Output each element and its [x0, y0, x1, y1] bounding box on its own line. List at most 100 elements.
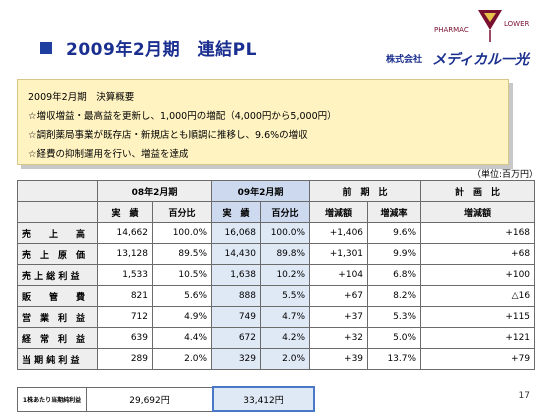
cell-plan-diff: +168 [420, 222, 536, 244]
table-corner [17, 180, 98, 202]
cell-yoy-diff: +104 [309, 264, 369, 286]
table-sub-header-row: 実 績 百分比 実 績 百分比 増減額 増減率 増減額 [17, 201, 536, 223]
cell-fy09-value: 672 [211, 327, 262, 349]
row-label: 売 上 原 価 [17, 243, 98, 265]
cell-fy09-pct: 100.0% [260, 222, 311, 244]
subheader: 百分比 [260, 201, 311, 223]
subheader: 実 績 [97, 201, 153, 223]
cell-fy09-pct: 89.8% [260, 243, 311, 265]
cell-yoy-diff: +67 [309, 285, 369, 307]
cell-yoy-rate: 9.6% [367, 222, 422, 244]
row-label: 当 期 純 利 益 [17, 348, 98, 370]
table-row: 売 上 原 価 13,128 89.5% 14,430 89.8% +1,301… [17, 243, 536, 265]
cell-yoy-diff: +1,301 [309, 243, 369, 265]
cell-fy08-pct: 10.5% [151, 264, 213, 286]
table-group-header-row: 08年2月期 09年2月期 前 期 比 計 画 比 [17, 180, 536, 202]
cell-fy08-pct: 2.0% [151, 348, 213, 370]
page-number: 17 [518, 391, 530, 401]
cell-fy09-pct: 4.7% [260, 306, 311, 328]
cell-fy08-value: 712 [97, 306, 153, 328]
cell-fy09-value: 749 [211, 306, 262, 328]
logo-brand-right: LOWER [504, 20, 530, 28]
eps-label: 1株あたり当期純利益 [17, 386, 87, 412]
subheader: 実 績 [211, 201, 262, 223]
cell-fy09-pct: 10.2% [260, 264, 311, 286]
subheader: 増減率 [367, 201, 422, 223]
unit-label: （単位:百万円） [471, 170, 538, 180]
cell-yoy-diff: +39 [309, 348, 369, 370]
title-bullet-icon [40, 41, 52, 54]
cell-yoy-rate: 13.7% [367, 348, 422, 370]
summary-point: ☆経費の抑制運用を行い、増益を達成 [28, 149, 189, 160]
cell-fy09-value: 329 [211, 348, 262, 370]
subheader: 増減額 [420, 201, 536, 223]
cell-fy08-pct: 4.9% [151, 306, 213, 328]
flower-logo-icon [478, 10, 502, 42]
summary-point: ☆調剤薬局事業が既存店・新規店とも順調に推移し、9.6%の増収 [28, 130, 308, 141]
header-plan: 計 画 比 [420, 180, 536, 202]
cell-yoy-rate: 9.9% [367, 243, 422, 265]
cell-yoy-rate: 5.3% [367, 306, 422, 328]
cell-fy08-value: 821 [97, 285, 153, 307]
table-row: 売 上 高 14,662 100.0% 16,068 100.0% +1,406… [17, 222, 536, 244]
cell-fy08-value: 13,128 [97, 243, 153, 265]
row-label: 売 上 高 [17, 222, 98, 244]
page-header: 2009年2月期 連結PL [40, 35, 257, 60]
row-label: 経 常 利 益 [17, 327, 98, 349]
table-row: 販 管 費 821 5.6% 888 5.5% +67 8.2% △16 [17, 285, 536, 307]
eps-fy09-value: 33,412円 [212, 386, 315, 412]
cell-plan-diff: △16 [420, 285, 536, 307]
cell-plan-diff: +79 [420, 348, 536, 370]
cell-plan-diff: +68 [420, 243, 536, 265]
cell-fy09-value: 16,068 [211, 222, 262, 244]
cell-fy08-value: 639 [97, 327, 153, 349]
logo-company-name: メディカル一光 [432, 52, 530, 68]
eps-fy08-value: 29,692円 [86, 386, 214, 412]
cell-fy09-value: 1,638 [211, 264, 262, 286]
summary-box: 2009年2月期 決算概要 ☆増収増益・最高益を更新し、1,000円の増配（4,… [17, 79, 509, 165]
cell-fy09-pct: 4.2% [260, 327, 311, 349]
pl-table: 08年2月期 09年2月期 前 期 比 計 画 比 実 績 百分比 実 績 百分… [17, 180, 536, 370]
cell-fy09-pct: 2.0% [260, 348, 311, 370]
cell-yoy-rate: 6.8% [367, 264, 422, 286]
cell-yoy-diff: +32 [309, 327, 369, 349]
cell-fy08-pct: 100.0% [151, 222, 213, 244]
header-yoy: 前 期 比 [309, 180, 422, 202]
row-label: 営 業 利 益 [17, 306, 98, 328]
table-row: 経 常 利 益 639 4.4% 672 4.2% +32 5.0% +121 [17, 327, 536, 349]
eps-row: 1株あたり当期純利益 29,692円 33,412円 [17, 386, 315, 412]
subheader: 百分比 [151, 201, 213, 223]
cell-yoy-rate: 5.0% [367, 327, 422, 349]
table-corner [17, 201, 98, 223]
cell-fy08-pct: 4.4% [151, 327, 213, 349]
cell-yoy-rate: 8.2% [367, 285, 422, 307]
eps-table: 1株あたり当期純利益 29,692円 33,412円 [17, 386, 315, 412]
cell-fy09-value: 14,430 [211, 243, 262, 265]
cell-plan-diff: +121 [420, 327, 536, 349]
table-row: 売 上 総 利 益 1,533 10.5% 1,638 10.2% +104 6… [17, 264, 536, 286]
cell-yoy-diff: +1,406 [309, 222, 369, 244]
cell-fy08-pct: 89.5% [151, 243, 213, 265]
logo-brand-left: PHARMAC [434, 26, 469, 34]
row-label: 売 上 総 利 益 [17, 264, 98, 286]
cell-fy08-value: 1,533 [97, 264, 153, 286]
table-row: 当 期 純 利 益 289 2.0% 329 2.0% +39 13.7% +7… [17, 348, 536, 370]
cell-fy08-pct: 5.6% [151, 285, 213, 307]
cell-plan-diff: +100 [420, 264, 536, 286]
summary-heading: 2009年2月期 決算概要 [28, 92, 135, 103]
table-row: 営 業 利 益 712 4.9% 749 4.7% +37 5.3% +115 [17, 306, 536, 328]
cell-yoy-diff: +37 [309, 306, 369, 328]
page-title: 2009年2月期 連結PL [66, 40, 257, 60]
cell-fy08-value: 14,662 [97, 222, 153, 244]
cell-plan-diff: +115 [420, 306, 536, 328]
cell-fy08-value: 289 [97, 348, 153, 370]
logo-company-prefix: 株式会社 [386, 55, 423, 65]
cell-fy09-pct: 5.5% [260, 285, 311, 307]
header-fy08: 08年2月期 [96, 180, 213, 202]
company-logo: PHARMAC LOWER 株式会社 メディカル一光 [386, 6, 554, 72]
row-label: 販 管 費 [17, 285, 98, 307]
summary-point: ☆増収増益・最高益を更新し、1,000円の増配（4,000円から5,000円） [28, 111, 337, 122]
header-fy09: 09年2月期 [211, 180, 311, 202]
cell-fy09-value: 888 [211, 285, 262, 307]
subheader: 増減額 [309, 201, 369, 223]
